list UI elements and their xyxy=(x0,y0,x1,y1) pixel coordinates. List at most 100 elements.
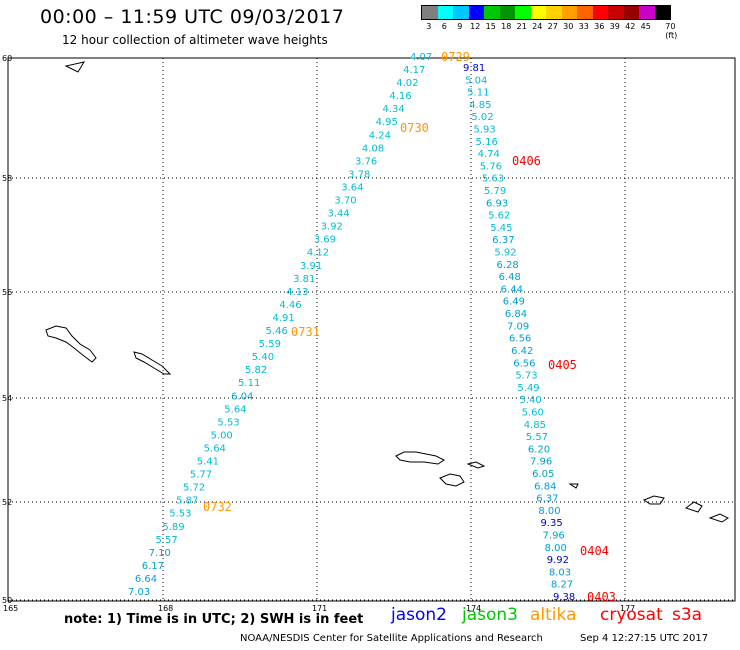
wave-height-label: 6.37 xyxy=(492,235,514,246)
island-outline xyxy=(466,461,486,469)
island-outline xyxy=(708,513,729,523)
map-frame xyxy=(7,57,736,602)
wave-height-label: 6.48 xyxy=(499,272,521,283)
latitude-label: 50 xyxy=(2,596,12,605)
colorbar-label: 45 xyxy=(640,22,651,31)
wave-height-label: 4.34 xyxy=(382,104,404,115)
island-outline xyxy=(45,325,97,363)
wave-height-label: 7.96 xyxy=(530,457,552,468)
wave-height-label: 9.35 xyxy=(540,518,562,529)
wave-height-label: 8.03 xyxy=(549,567,571,578)
wave-height-label: 4.24 xyxy=(369,130,391,141)
wave-height-label: 5.92 xyxy=(494,248,516,259)
colorbar-label: 30 xyxy=(563,22,574,31)
island-outline xyxy=(568,483,579,489)
wave-height-label: 4.74 xyxy=(478,149,500,160)
wave-height-label: 3.78 xyxy=(348,169,370,180)
island-outline xyxy=(395,451,445,465)
wave-height-label: 5.60 xyxy=(522,407,544,418)
wave-height-label: 5.59 xyxy=(259,339,281,350)
colorbar-label: 24 xyxy=(532,22,543,31)
wave-height-label: 5.62 xyxy=(488,211,510,222)
wave-height-label: 6.84 xyxy=(534,481,556,492)
wave-height-label: 3.69 xyxy=(314,235,336,246)
legend-item-jason2: jason2 xyxy=(391,605,447,625)
wave-height-label: 8.00 xyxy=(538,506,560,517)
colorbar-swatch xyxy=(515,6,531,19)
wave-height-label: 5.11 xyxy=(467,88,489,99)
colorbar-swatch xyxy=(484,6,500,19)
wave-height-label: 5.53 xyxy=(169,509,191,520)
wave-height-label: 5.79 xyxy=(484,186,506,197)
time-labels: 0729 0730 0731 0732 0406 0405 0404 0403 xyxy=(203,50,616,604)
colorbar-swatch xyxy=(623,6,639,19)
colorbar-label: 6 xyxy=(441,22,447,31)
time-label: 0729 xyxy=(441,50,470,64)
wave-height-label: 4.85 xyxy=(469,100,491,111)
colorbar-swatches xyxy=(421,5,671,20)
time-label: 0731 xyxy=(291,325,320,339)
colorbar-label: 9 xyxy=(457,22,463,31)
latitude-label: 56 xyxy=(2,288,12,297)
legend-item-altika: altika xyxy=(530,605,577,625)
wave-height-label: 6.64 xyxy=(135,574,157,585)
wave-height-label: 5.04 xyxy=(465,75,487,86)
wave-height-label: 5.76 xyxy=(480,161,502,172)
wave-height-label: 5.64 xyxy=(224,404,246,415)
wave-height-label: 4.17 xyxy=(403,65,425,76)
time-label: 0403 xyxy=(587,590,616,604)
coastlines xyxy=(45,61,729,523)
wave-height-label: 6.42 xyxy=(511,346,533,357)
wave-height-label: 3.92 xyxy=(321,222,343,233)
wave-height-label: 4.13 xyxy=(286,287,308,298)
wave-height-label: 5.41 xyxy=(197,457,219,468)
longitude-label: 171 xyxy=(312,604,327,613)
wave-height-label: 3.76 xyxy=(355,156,377,167)
wave-height-label: 4.85 xyxy=(524,420,546,431)
wave-height-label: 4.95 xyxy=(376,117,398,128)
colorbar-label: 36 xyxy=(594,22,605,31)
colorbar-swatch xyxy=(639,6,655,19)
wave-height-label: 7.96 xyxy=(543,530,565,541)
wave-height-label: 5.57 xyxy=(156,535,178,546)
wave-height-label: 4.02 xyxy=(396,78,418,89)
colorbar-swatch xyxy=(530,6,546,19)
wave-height-label: 4.12 xyxy=(307,248,329,259)
colorbar-swatch xyxy=(437,6,453,19)
colorbar-label: 18 xyxy=(501,22,512,31)
wave-height-label: 8.00 xyxy=(545,543,567,554)
wave-height-label: 6.44 xyxy=(501,284,523,295)
wave-height-label: 3.70 xyxy=(334,196,356,207)
footer-date: Sep 4 12:27:15 UTC 2017 xyxy=(580,633,709,644)
wave-height-label: 6.56 xyxy=(509,334,531,345)
wave-height-label: 6.56 xyxy=(513,358,535,369)
wave-height-label: 4.08 xyxy=(362,143,384,154)
colorbar-swatch xyxy=(468,6,484,19)
wave-height-label: 5.77 xyxy=(190,470,212,481)
wave-height-label: 5.45 xyxy=(490,223,512,234)
note-text: note: 1) Time is in UTC; 2) SWH is in fe… xyxy=(64,612,364,627)
wave-height-label: 5.73 xyxy=(515,371,537,382)
colorbar-swatch xyxy=(608,6,624,19)
latitude-label: 58 xyxy=(2,174,12,183)
wave-height-label: 5.16 xyxy=(476,137,498,148)
map-title: 00:00 – 11:59 UTC 09/03/2017 xyxy=(40,6,345,28)
wave-height-tracks: 4.07 4.17 4.02 4.16 4.34 4.95 4.24 4.08 3.76 3.78… xyxy=(128,52,575,603)
wave-height-label: 6.93 xyxy=(486,198,508,209)
legend-item-s3a: s3a xyxy=(672,605,703,625)
colorbar-swatch xyxy=(592,6,608,19)
wave-height-label: 5.87 xyxy=(176,496,198,507)
colorbar-swatch xyxy=(453,6,469,19)
longitude-label: 177 xyxy=(620,604,635,613)
colorbar-label: 70 (ft) xyxy=(665,22,678,40)
time-label: 0405 xyxy=(548,358,577,372)
wave-height-label: 6.17 xyxy=(142,561,164,572)
longitude-label: 174 xyxy=(466,604,481,613)
legend-item-cryosat: cryosat xyxy=(600,605,663,625)
wave-height-label: 7.03 xyxy=(128,587,150,598)
colorbar-label: 12 xyxy=(470,22,481,31)
wave-height-label: 7.09 xyxy=(507,321,529,332)
wave-height-label: 9.81 xyxy=(463,63,485,74)
wave-height-label: 5.40 xyxy=(252,352,274,363)
